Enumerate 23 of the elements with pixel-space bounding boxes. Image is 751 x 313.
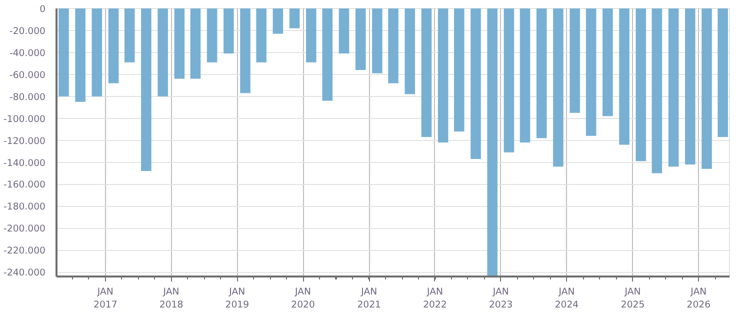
y-tick-label: -220.000 — [4, 246, 46, 257]
y-tick-label: -200.000 — [4, 224, 46, 235]
y-tick-label: -60.000 — [9, 70, 46, 81]
x-tick-label: JAN 2023 — [488, 286, 513, 311]
x-tick-label: JAN 2021 — [357, 286, 382, 311]
y-tick-label: -40.000 — [9, 48, 46, 59]
y-tick-label: -100.000 — [4, 114, 46, 125]
y-tick-label: -160.000 — [4, 180, 46, 191]
x-tick-label: JAN 2018 — [159, 286, 184, 311]
x-tick-label: JAN 2026 — [686, 286, 711, 311]
x-tick-label: JAN 2024 — [554, 286, 579, 311]
y-tick-label: -80.000 — [9, 92, 46, 103]
x-tick-label: JAN 2019 — [225, 286, 250, 311]
y-tick-label: -20.000 — [9, 26, 46, 37]
y-tick-label: -120.000 — [4, 136, 46, 147]
x-tick-label: JAN 2017 — [94, 286, 118, 311]
y-tick-label: -140.000 — [4, 158, 46, 169]
y-tick-label: -240.000 — [4, 268, 46, 279]
x-tick-label: JAN 2022 — [423, 286, 447, 311]
x-tick-label: JAN 2025 — [620, 286, 645, 311]
y-tick-label: 0 — [40, 4, 46, 15]
x-tick-label: JAN 2020 — [291, 286, 315, 311]
y-tick-label: -180.000 — [4, 202, 46, 213]
